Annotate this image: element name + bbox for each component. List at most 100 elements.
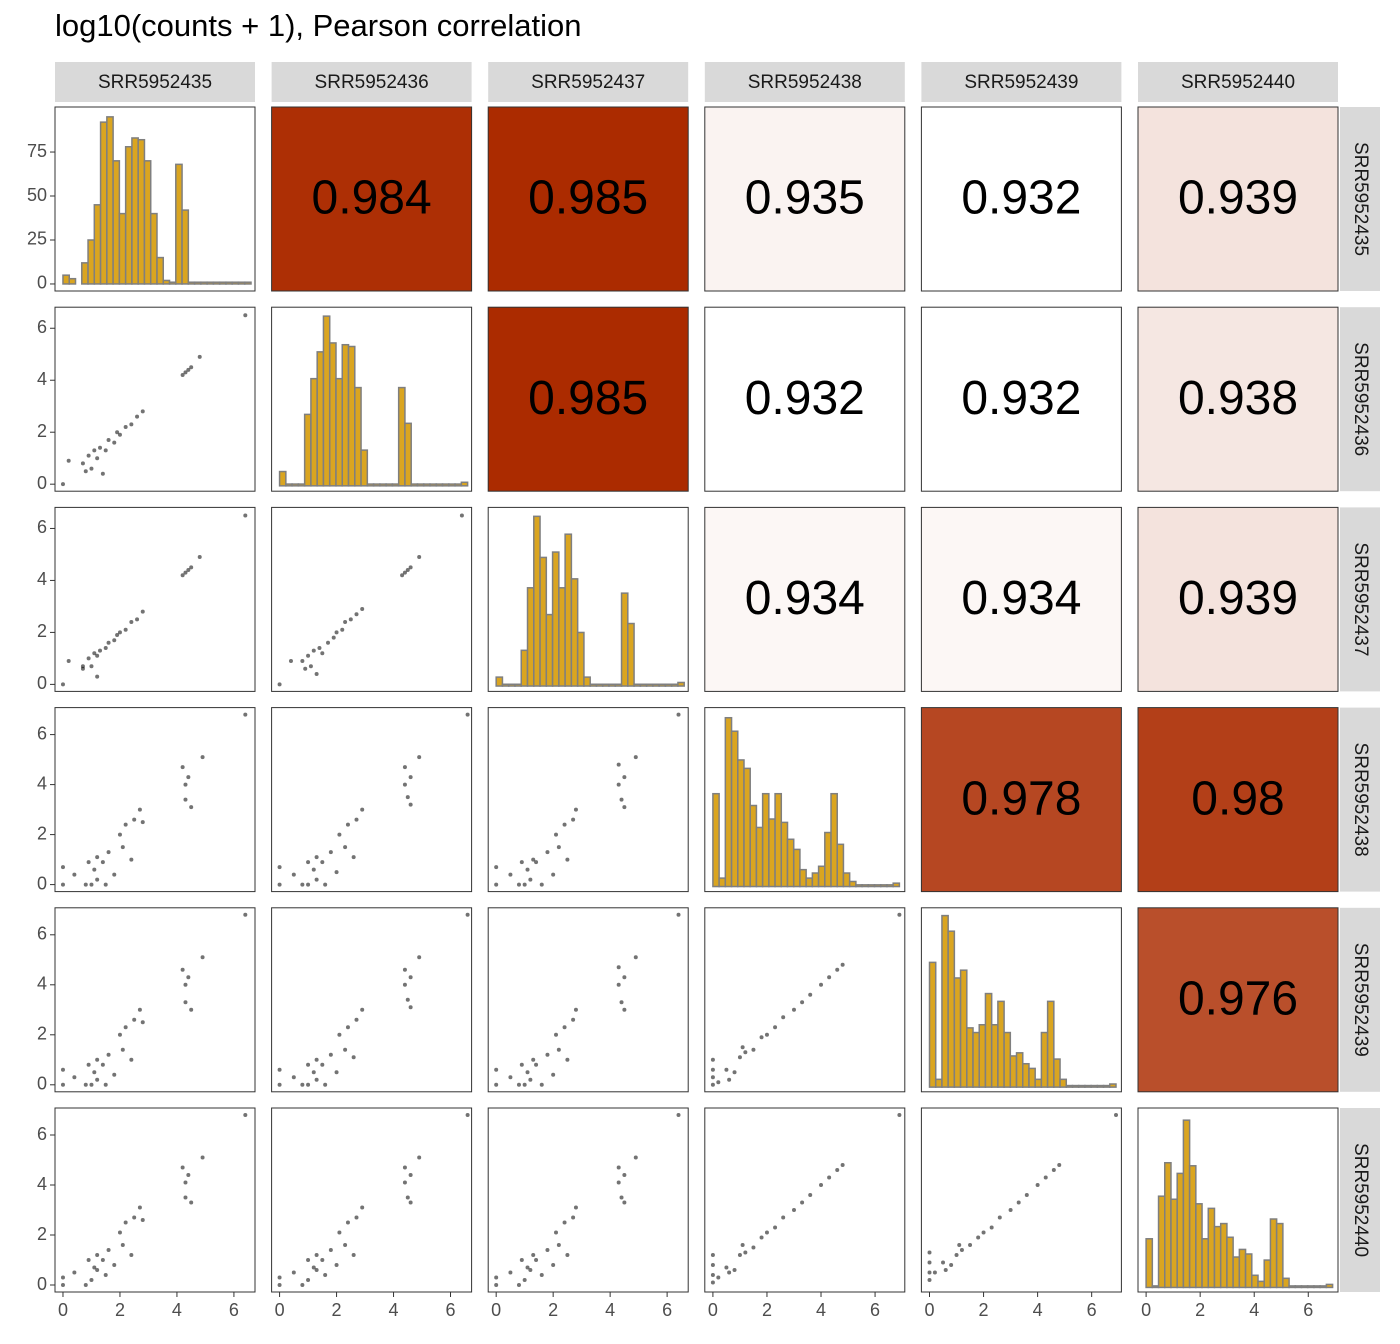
histogram-bar <box>1251 1274 1259 1289</box>
panel <box>487 907 689 1093</box>
correlation-tile <box>920 106 1122 292</box>
histogram-bar <box>551 551 560 687</box>
scatter-point <box>351 855 356 860</box>
scatter-point <box>525 867 530 872</box>
scatter-point <box>311 648 316 653</box>
histogram-bar <box>966 1027 974 1088</box>
scatter-point <box>531 1057 536 1062</box>
scatter-point <box>83 469 88 474</box>
panel <box>487 707 689 893</box>
histogram-bar <box>737 759 745 888</box>
scatter-point <box>186 367 191 372</box>
scatter-point <box>554 1230 559 1235</box>
scatter-point <box>819 1183 824 1187</box>
scatter-point <box>334 1263 339 1267</box>
scatter-point <box>95 674 100 679</box>
scatter-point <box>622 1007 627 1012</box>
panel <box>704 1107 906 1293</box>
panel <box>54 907 256 1093</box>
scatter-point <box>405 795 410 800</box>
scatter-point <box>331 635 336 640</box>
scatter-point <box>402 570 407 575</box>
scatter-point <box>751 1245 756 1250</box>
scatter-point <box>72 1270 77 1275</box>
y-tick-label: 0 <box>37 673 47 693</box>
scatter-point <box>573 807 578 812</box>
scatter-point <box>328 1248 333 1252</box>
histogram-bar <box>886 884 894 888</box>
correlation-tile <box>1137 907 1339 1093</box>
scatter-point <box>89 1082 94 1087</box>
histogram-bar <box>1325 1283 1334 1289</box>
scatter-point <box>132 1017 137 1022</box>
scatter-point <box>949 1263 954 1267</box>
scatter-point <box>539 1273 544 1277</box>
scatter-point <box>103 645 108 650</box>
scatter-point <box>408 565 413 570</box>
histogram-bar <box>724 716 733 888</box>
histogram-bar <box>1201 1238 1210 1289</box>
scatter-point <box>86 860 91 865</box>
scatter-point <box>317 645 322 650</box>
scatter-point <box>311 1070 316 1075</box>
strip-bg <box>704 62 905 102</box>
x-tick-label: 6 <box>229 1300 239 1320</box>
histogram-bar <box>316 351 325 487</box>
scatter-point <box>554 832 559 837</box>
scatter-point <box>132 817 137 822</box>
scatter-point <box>1113 1113 1118 1117</box>
histogram-bar <box>341 343 350 487</box>
scatter-point <box>123 822 128 827</box>
correlation-tile <box>487 106 689 292</box>
histogram-bar <box>997 1000 1005 1088</box>
scatter-point <box>522 1082 527 1087</box>
scatter-point <box>619 797 624 802</box>
scatter-point <box>303 666 308 671</box>
scatter-point <box>743 1050 748 1055</box>
y-tick-label: 0 <box>37 1274 47 1294</box>
scatter-point <box>545 1052 550 1057</box>
scatter-point <box>277 865 282 870</box>
chart-title: log10(counts + 1), Pearson correlation <box>55 8 581 43</box>
histogram-bar <box>792 848 801 888</box>
scatter-point <box>835 1168 840 1172</box>
scatter-point <box>1024 1193 1029 1197</box>
scatter-point <box>308 664 313 669</box>
y-tick-label: 0 <box>37 1074 47 1094</box>
histogram-bar <box>811 872 820 888</box>
scatter-point <box>354 1215 359 1220</box>
scatter-point <box>360 607 365 612</box>
scatter-point <box>60 1082 65 1087</box>
scatter-point <box>189 365 194 370</box>
scatter-point <box>465 1113 470 1117</box>
scatter-point <box>676 712 681 717</box>
correlation-tile <box>1137 106 1339 292</box>
histogram-bar <box>639 683 648 687</box>
scatter-point <box>72 1075 77 1080</box>
histogram-bar <box>749 804 758 888</box>
histogram-bar <box>1059 1078 1068 1088</box>
y-tick-label: 75 <box>27 141 47 161</box>
scatter-point <box>86 656 91 661</box>
histogram-bar <box>187 281 196 285</box>
scatter-point <box>200 955 205 960</box>
scatter-point <box>494 865 499 870</box>
histogram-bar <box>934 1078 943 1088</box>
scatter-point <box>180 373 185 378</box>
scatter-point <box>943 1268 948 1272</box>
scatter-point <box>571 1017 576 1022</box>
histogram-bar <box>972 1031 980 1088</box>
histogram-bar <box>755 826 764 888</box>
scatter-point <box>932 1270 937 1275</box>
strip-label: SRR5952436 <box>1350 342 1371 456</box>
scatter-point <box>727 1270 732 1275</box>
scatter-point <box>519 1062 524 1067</box>
histogram-bar <box>608 683 617 687</box>
x-tick-label: 4 <box>1033 1300 1043 1320</box>
histogram-bar <box>162 279 171 285</box>
histogram-bar <box>137 138 146 285</box>
scatter-point <box>808 992 813 997</box>
panel <box>487 506 689 692</box>
scatter-point <box>66 458 71 463</box>
histogram-bar <box>1226 1236 1234 1289</box>
